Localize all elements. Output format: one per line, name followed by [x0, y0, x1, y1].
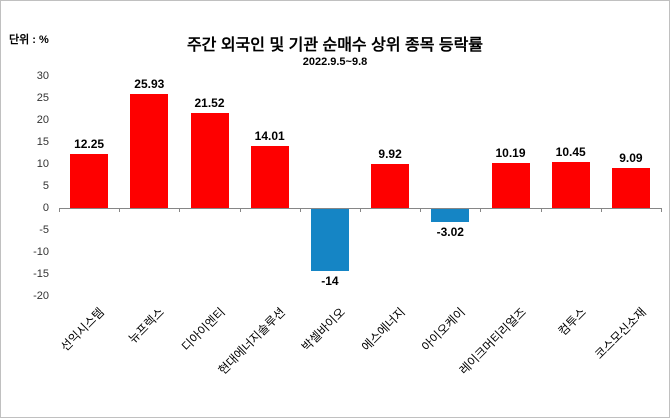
bar-value-label: 10.45 [555, 145, 586, 160]
bar-value-label: 9.92 [378, 147, 402, 162]
bar-value-label: 14.01 [254, 129, 285, 144]
y-axis-tick-label: 5 [42, 180, 49, 192]
axis-tick [360, 208, 361, 212]
bar-디아이엔티 [190, 113, 229, 208]
y-axis-tick-label: 0 [42, 202, 49, 214]
axis-tick [179, 208, 181, 212]
bar-value-label: -3.02 [436, 225, 464, 240]
bar-value-label: 10.19 [495, 146, 526, 161]
bar-뉴프렉스 [130, 93, 169, 208]
bar-에스에너지 [371, 164, 410, 208]
bar-선익시스템 [70, 154, 109, 208]
y-axis-tick-label: 20 [36, 114, 49, 126]
bar-박셀바이오 [310, 209, 349, 271]
axis-tick [420, 208, 422, 212]
axis-tick [59, 208, 60, 212]
y-axis-tick-label: -15 [33, 268, 49, 280]
bar-value-label: 25.93 [134, 76, 165, 91]
axis-tick [661, 208, 662, 212]
x-axis-category-label: 선익시스템 [58, 305, 108, 354]
axis-tick [540, 208, 542, 212]
y-axis-tick-label: 25 [36, 92, 49, 104]
y-axis-tick-label: 30 [36, 70, 49, 82]
y-axis-tick-label: -20 [33, 290, 49, 302]
axis-tick [480, 208, 482, 212]
bar-레이크머티리얼즈 [491, 163, 530, 208]
y-axis-tick-label: -5 [39, 224, 49, 236]
axis-tick [239, 208, 241, 212]
axis-tick [299, 208, 301, 212]
y-axis-tick-label: -10 [33, 246, 49, 258]
bar-value-label: 21.52 [194, 96, 225, 111]
bar-value-label: 12.25 [74, 137, 105, 152]
axis-tick [600, 208, 602, 212]
chart-title: 주간 외국인 및 기관 순매수 상위 종목 등락률 [186, 37, 484, 54]
unit-label: 단위 : % [9, 34, 49, 46]
bar-value-label: 9.09 [619, 151, 643, 165]
y-axis-tick-label: 10 [36, 158, 49, 170]
chart-subtitle: 2022.9.5~9.8 [302, 56, 368, 68]
y-axis-tick-label: 15 [36, 136, 49, 148]
bar-아이오케이 [431, 209, 470, 223]
bar-코스모신소재 [611, 168, 650, 208]
bar-현대에너지솔루션 [250, 146, 289, 208]
axis-tick [119, 208, 121, 212]
bar-컴투스 [551, 162, 590, 208]
bar-value-label: -14 [321, 273, 339, 288]
